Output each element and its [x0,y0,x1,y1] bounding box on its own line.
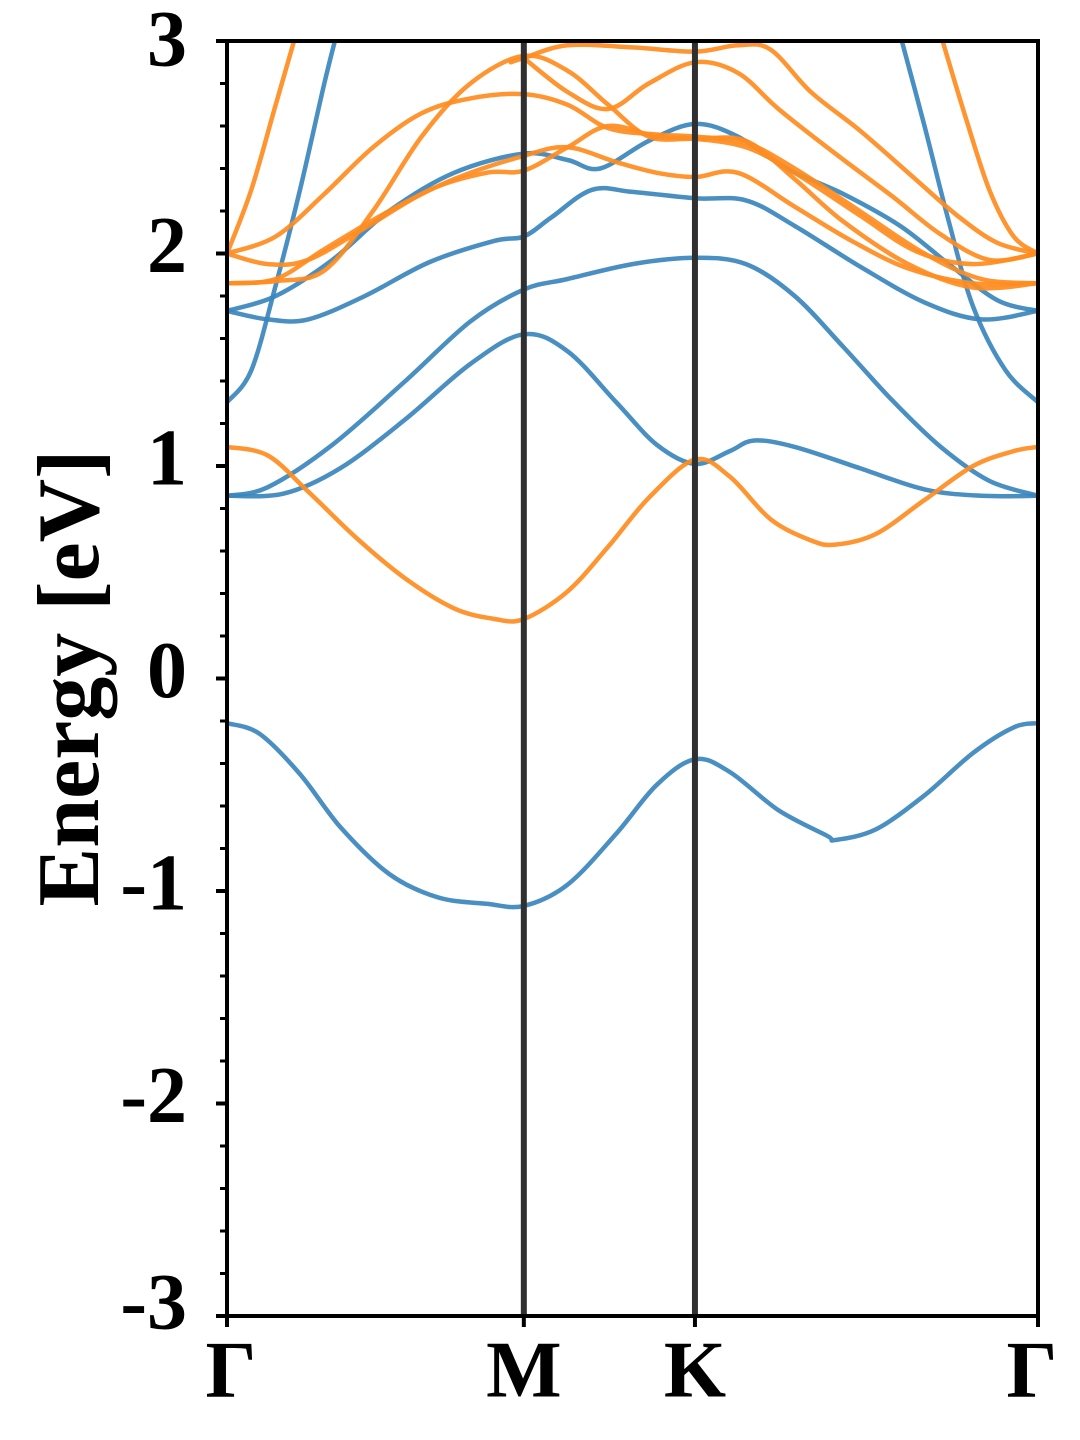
x-tick-label: M [486,1326,562,1414]
y-tick-label: -1 [120,839,187,927]
y-tick-label: 2 [147,202,187,290]
blue-band-7 [899,41,1038,405]
y-axis-title: Energy [eV] [21,450,118,907]
blue-band-2 [227,331,1038,499]
orange-band-8 [521,55,1038,263]
orange-band-5 [227,53,1038,291]
blue-band-3 [227,255,1038,499]
x-tick-label: K [664,1326,726,1414]
orange-band-9 [940,41,1038,256]
orange-band-6 [227,41,297,256]
blue-band-6 [227,41,338,405]
y-tick-label: 3 [147,0,187,83]
band-lines [227,41,1038,910]
y-tick-label: -2 [120,1052,187,1140]
high-symmetry-lines [520,41,698,1316]
orange-band-7 [508,42,1038,256]
blue-band-4 [227,185,1038,324]
orange-band-4 [227,91,1038,286]
orange-band-1 [227,444,1038,624]
y-tick-label: 0 [147,627,187,715]
x-tick-label: Γ [1007,1326,1058,1414]
y-tick-label: -3 [120,1258,187,1346]
y-axis: -3 -2 -1 0 1 2 3 [120,0,227,1346]
blue-band-1 [227,720,1038,910]
y-tick-label: 1 [147,414,187,502]
blue-band-5 [227,121,1038,314]
x-tick-label: Γ [206,1326,257,1414]
